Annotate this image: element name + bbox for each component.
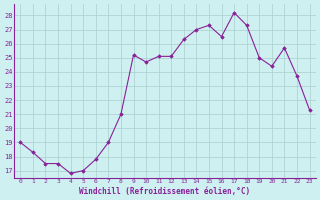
X-axis label: Windchill (Refroidissement éolien,°C): Windchill (Refroidissement éolien,°C) — [79, 187, 251, 196]
